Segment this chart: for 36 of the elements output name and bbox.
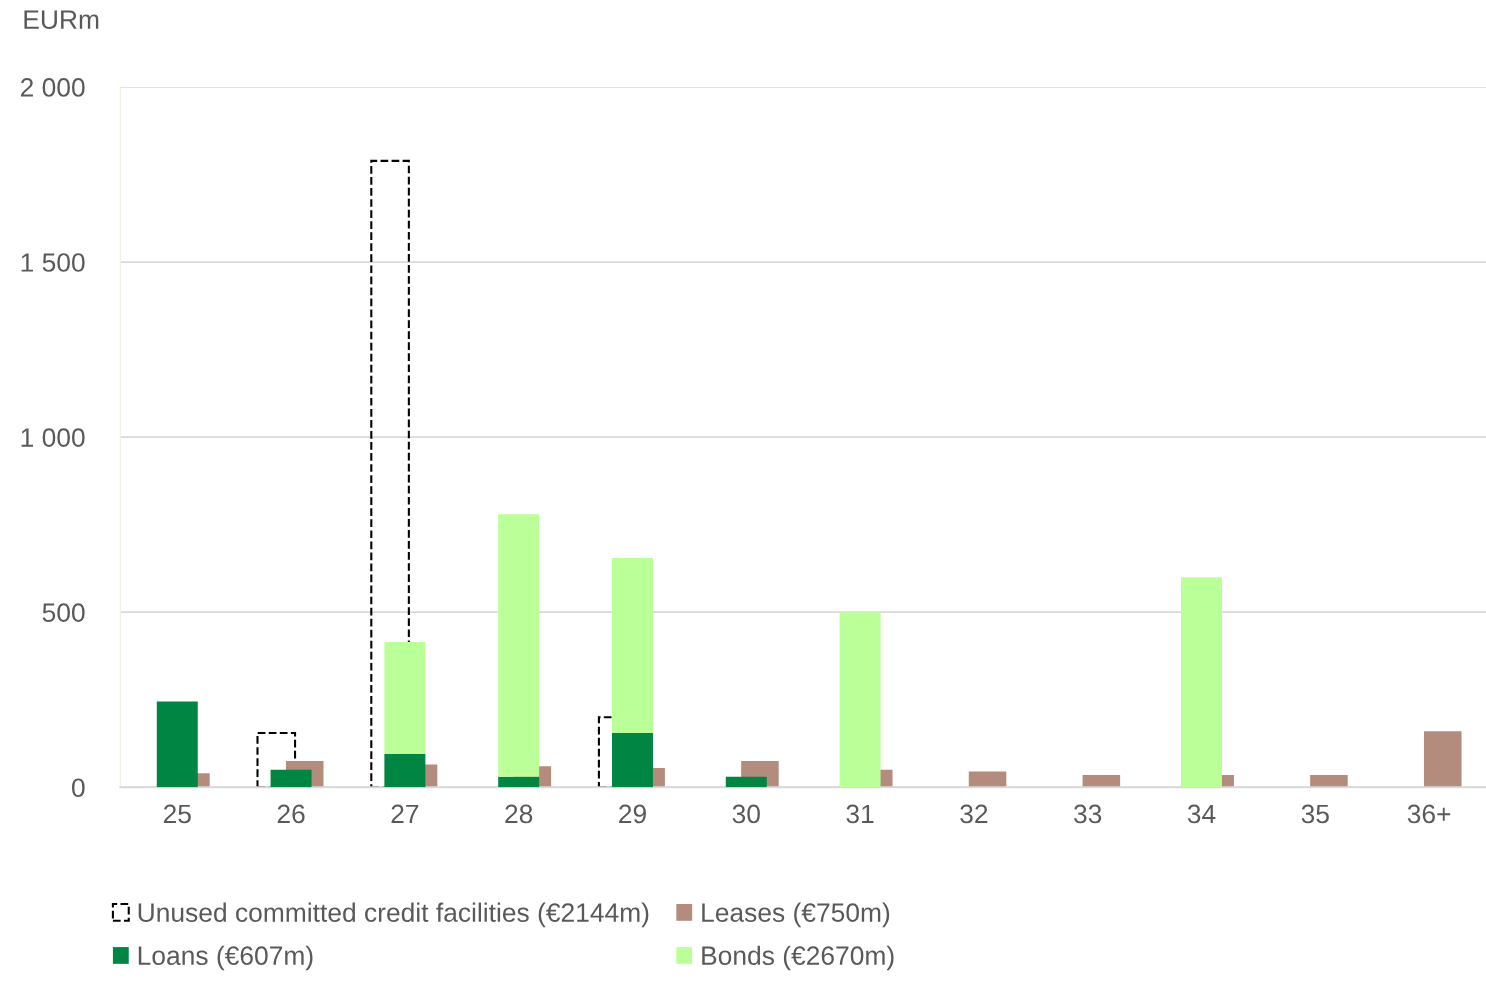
x-tick-label: 25 [163, 804, 191, 824]
y-tick-label: 1 000 [21, 428, 85, 447]
x-tick-label: 35 [1301, 804, 1329, 824]
bar [1181, 577, 1222, 788]
bar [384, 753, 426, 788]
bar [1310, 774, 1348, 788]
x-tick-label: 36+ [1407, 804, 1451, 824]
bar [270, 769, 312, 788]
bar [156, 701, 198, 788]
bar [1423, 731, 1462, 788]
x-tick-label: 27 [391, 804, 419, 824]
legend-label: Loans (€607m) [138, 945, 313, 971]
x-tick-label: 26 [277, 804, 305, 824]
y-tick-label: 1 500 [21, 253, 85, 272]
legend-label: Leases (€750m) [702, 902, 890, 928]
bar [611, 732, 653, 788]
y-axis-title: EURm [24, 10, 99, 29]
x-tick-label: 32 [960, 804, 988, 824]
x-tick-label: 30 [732, 804, 760, 824]
bar [968, 771, 1007, 788]
x-tick-label: 29 [619, 804, 646, 824]
x-tick-label: 33 [1074, 804, 1102, 824]
legend-label: Bonds (€2670m) [702, 945, 894, 971]
x-tick-label: 34 [1187, 804, 1216, 824]
bar [725, 776, 767, 788]
legend-label: Unused committed credit facilities (€2144m) [138, 902, 649, 928]
bar [839, 612, 881, 788]
x-tick-label: 28 [505, 804, 533, 824]
bar [384, 641, 426, 754]
bar [611, 557, 653, 733]
bar [498, 514, 540, 777]
y-tick-label: 2 000 [20, 78, 85, 97]
bar [498, 776, 540, 788]
x-tick-label: 31 [846, 804, 874, 824]
y-tick-label: 500 [42, 603, 85, 622]
y-tick-label: 0 [72, 778, 85, 798]
